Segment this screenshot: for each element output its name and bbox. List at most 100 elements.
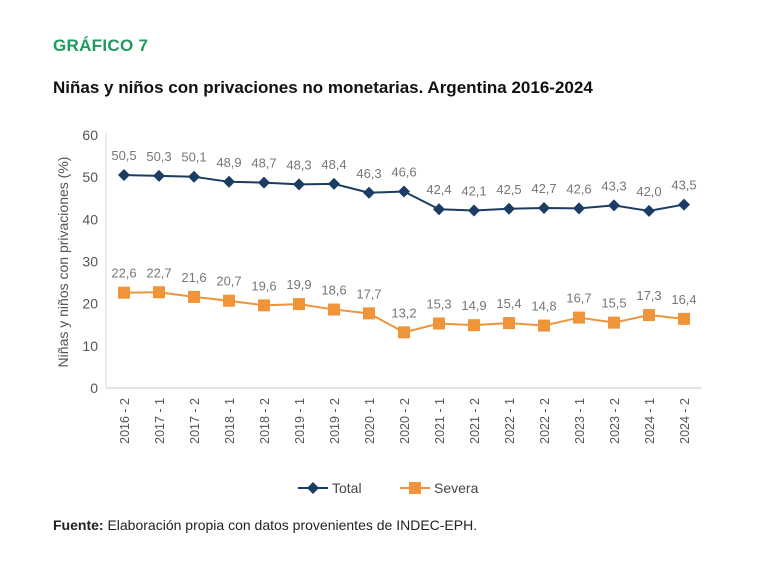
data-label: 18,6 <box>321 283 346 298</box>
data-point-severa <box>468 319 480 332</box>
data-label: 17,7 <box>356 286 381 301</box>
source-note: Fuente: Elaboración propia con datos pro… <box>53 517 477 533</box>
y-tick-label: 40 <box>82 211 98 227</box>
data-point-total <box>538 201 550 214</box>
data-label: 50,5 <box>111 148 136 163</box>
x-tick-label: 2024 - 2 <box>678 398 692 444</box>
y-tick-label: 50 <box>82 169 98 185</box>
chart-kicker: GRÁFICO 7 <box>53 36 149 55</box>
x-tick-label: 2022 - 2 <box>538 398 552 444</box>
data-label: 46,3 <box>356 166 381 181</box>
data-point-severa <box>398 326 410 339</box>
x-tick-label: 2016 - 2 <box>118 398 132 444</box>
data-label: 15,3 <box>426 296 451 311</box>
data-point-total <box>223 175 235 188</box>
data-point-total <box>188 170 200 183</box>
data-label: 46,6 <box>391 165 416 180</box>
x-tick-label: 2018 - 2 <box>258 398 272 444</box>
data-point-severa <box>503 317 515 330</box>
data-label: 22,7 <box>146 265 171 280</box>
data-label: 16,4 <box>671 292 696 307</box>
data-label: 48,4 <box>321 157 346 172</box>
x-tick-label: 2023 - 2 <box>608 398 622 444</box>
data-point-severa <box>573 311 585 324</box>
data-label: 13,2 <box>391 305 416 320</box>
data-label: 43,5 <box>671 178 696 193</box>
x-tick-label: 2017 - 1 <box>153 398 167 444</box>
data-label: 50,3 <box>146 149 171 164</box>
data-label: 42,6 <box>566 181 591 196</box>
legend-diamond-icon <box>307 482 319 494</box>
x-tick-label: 2018 - 1 <box>223 398 237 444</box>
data-point-severa <box>328 303 340 316</box>
y-tick-label: 30 <box>82 254 98 270</box>
data-label: 42,7 <box>531 181 556 196</box>
data-point-total <box>643 204 655 217</box>
x-tick-label: 2017 - 2 <box>188 398 202 444</box>
data-point-total <box>153 169 165 182</box>
x-tick-label: 2019 - 2 <box>328 398 342 444</box>
data-label: 48,7 <box>251 156 276 171</box>
data-point-severa <box>433 317 445 330</box>
data-label: 43,3 <box>601 178 626 193</box>
data-point-severa <box>678 312 690 325</box>
legend-square-icon <box>409 482 421 494</box>
data-point-severa <box>293 298 305 311</box>
y-axis-title: Niñas y niños con privaciones (%) <box>55 157 71 368</box>
data-label: 21,6 <box>181 270 206 285</box>
x-tick-label: 2020 - 2 <box>398 398 412 444</box>
data-label: 14,9 <box>461 298 486 313</box>
data-point-severa <box>118 286 130 299</box>
data-label: 48,3 <box>286 157 311 172</box>
y-tick-label: 20 <box>82 296 98 312</box>
data-label: 42,1 <box>461 183 486 198</box>
x-tick-label: 2021 - 1 <box>433 398 447 444</box>
data-label: 15,5 <box>601 296 626 311</box>
source-label: Fuente: <box>53 517 104 533</box>
data-label: 42,0 <box>636 184 661 199</box>
x-tick-label: 2022 - 1 <box>503 398 517 444</box>
data-point-severa <box>223 294 235 307</box>
data-label: 20,7 <box>216 274 241 289</box>
data-point-severa <box>363 307 375 320</box>
y-tick-label: 0 <box>90 380 98 396</box>
data-label: 17,3 <box>636 288 661 303</box>
x-tick-label: 2019 - 1 <box>293 398 307 444</box>
data-point-total <box>503 202 515 215</box>
source-text: Elaboración propia con datos proveniente… <box>103 517 478 533</box>
data-label: 22,6 <box>111 266 136 281</box>
data-label: 50,1 <box>181 150 206 165</box>
data-label: 14,8 <box>531 299 556 314</box>
data-point-total <box>573 202 585 215</box>
data-point-severa <box>258 299 270 312</box>
legend-label: Severa <box>434 480 479 496</box>
data-point-severa <box>188 290 200 303</box>
data-point-total <box>118 169 130 182</box>
data-point-total <box>328 177 340 190</box>
data-point-total <box>468 204 480 217</box>
data-label: 19,9 <box>286 277 311 292</box>
data-point-severa <box>538 319 550 332</box>
data-label: 15,4 <box>496 296 521 311</box>
data-point-total <box>293 178 305 191</box>
data-point-total <box>398 185 410 198</box>
data-point-severa <box>153 286 165 299</box>
data-label: 42,4 <box>426 182 451 197</box>
data-label: 42,5 <box>496 182 521 197</box>
data-label: 48,9 <box>216 155 241 170</box>
data-point-total <box>258 176 270 189</box>
data-point-total <box>363 186 375 199</box>
data-point-severa <box>608 316 620 329</box>
data-point-total <box>433 203 445 216</box>
y-tick-label: 60 <box>82 127 98 143</box>
x-tick-label: 2024 - 1 <box>643 398 657 444</box>
data-point-total <box>678 198 690 211</box>
data-label: 16,7 <box>566 291 591 306</box>
y-tick-label: 10 <box>82 338 98 354</box>
legend-label: Total <box>332 480 362 496</box>
data-point-total <box>608 199 620 212</box>
x-tick-label: 2021 - 2 <box>468 398 482 444</box>
chart-title: Niñas y niños con privaciones no monetar… <box>53 78 593 97</box>
data-point-severa <box>643 309 655 322</box>
